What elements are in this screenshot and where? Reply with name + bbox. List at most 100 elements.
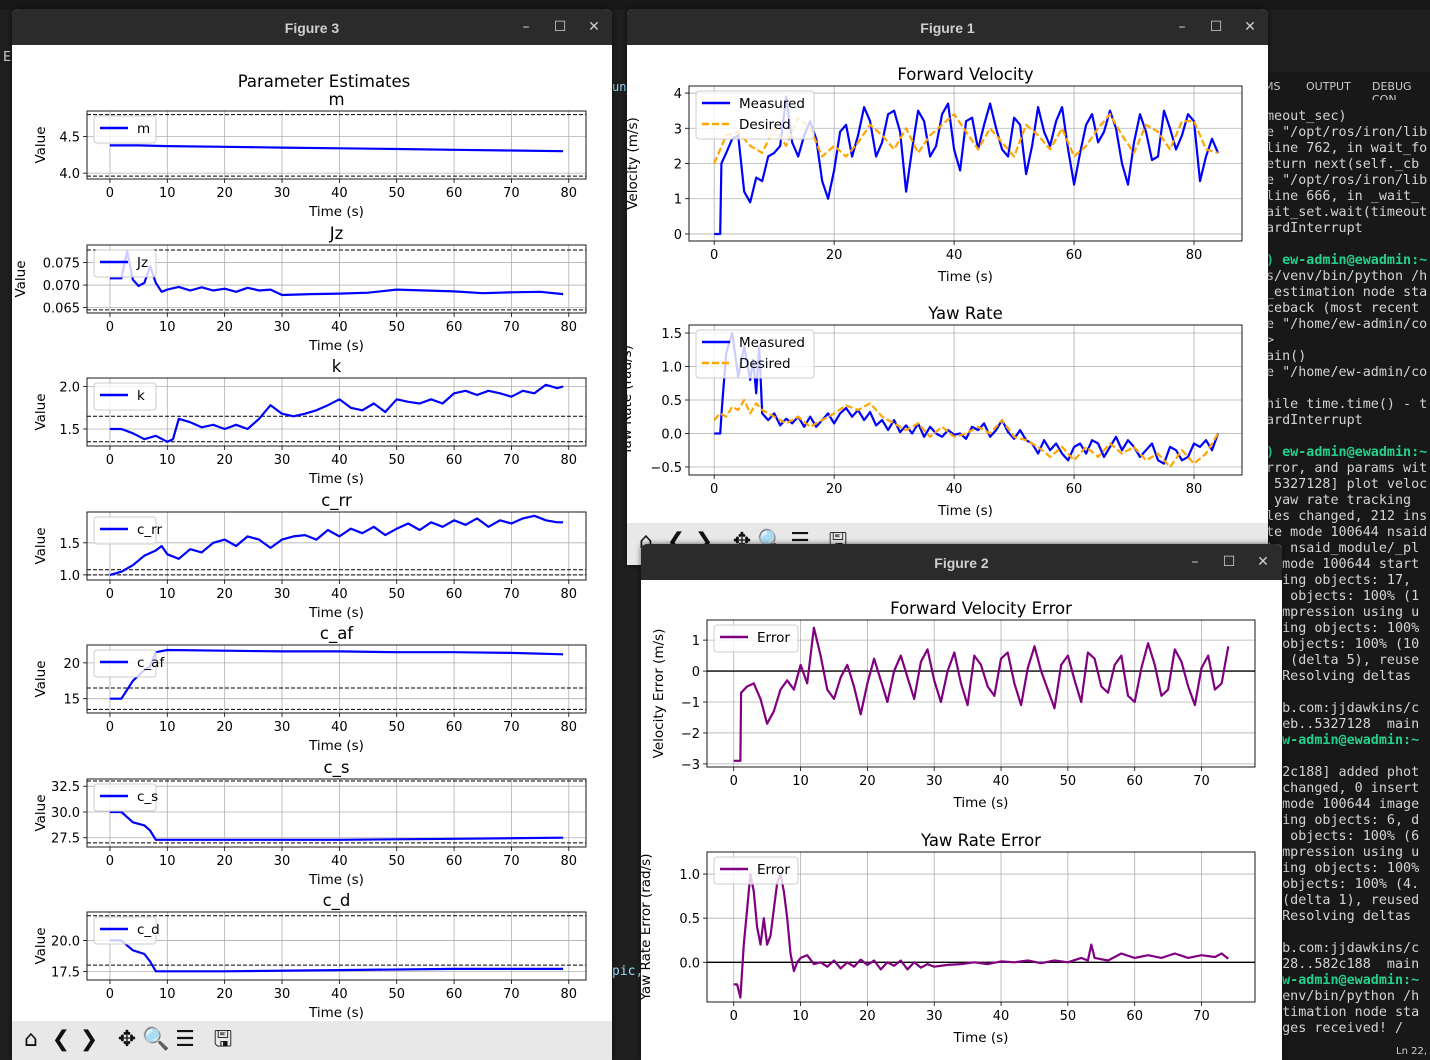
series-line — [109, 810, 564, 841]
legend: c_d — [93, 916, 160, 945]
panel-title: c_s — [324, 758, 350, 778]
y-axis-label: Value — [33, 393, 49, 430]
terminal-line: estimation node sta — [1266, 1005, 1420, 1020]
x-tick-label: 60 — [1126, 774, 1143, 789]
figure-1-titlebar[interactable]: Figure 1 – ☐ ✕ — [627, 9, 1268, 45]
x-tick-label: 0 — [710, 248, 718, 263]
panel-title: Jz — [329, 224, 344, 243]
x-tick-label: 40 — [331, 453, 348, 468]
x-tick-label: 60 — [1066, 482, 1083, 497]
close-button[interactable]: ✕ — [588, 19, 600, 35]
close-button[interactable]: ✕ — [1257, 554, 1269, 570]
x-tick-label: 60 — [446, 987, 463, 1002]
x-tick-label: 40 — [946, 248, 963, 263]
x-tick-label: 10 — [792, 1009, 809, 1024]
x-tick-label: 0 — [106, 987, 114, 1002]
minimize-button[interactable]: – — [1191, 554, 1199, 570]
x-tick-label: 80 — [561, 987, 578, 1002]
terminal-line: e "/opt/ros/iron/lib — [1266, 173, 1428, 188]
axes-frame — [706, 619, 1256, 768]
x-tick-label: 0 — [730, 1009, 738, 1024]
y-tick-label: 1.5 — [59, 537, 80, 552]
panel-tab-output[interactable]: OUTPUT — [1306, 80, 1351, 93]
back-icon[interactable]: ❮ — [51, 1027, 71, 1052]
chart-panel: 0 10 20 30 40 50 60 70 0.0 0.5 1.0 Yaw Rate Error Ti… — [641, 831, 1256, 1046]
y-tick-label: 0.0 — [679, 956, 700, 971]
x-tick-label: 10 — [159, 186, 176, 201]
y-axis-label: Velocity Error (m/s) — [651, 629, 667, 759]
y-axis-label: Value — [33, 527, 49, 564]
minimize-button[interactable]: – — [1178, 19, 1186, 35]
maximize-button[interactable]: ☐ — [553, 19, 567, 35]
vscode-activity-letter: E — [3, 50, 12, 65]
status-cursor-position[interactable]: Ln 22, — [1396, 1046, 1427, 1057]
y-axis-label: Value — [33, 126, 49, 163]
y-tick-label: 0.075 — [43, 257, 80, 272]
zoom-icon[interactable]: 🔍 — [142, 1027, 170, 1052]
figure-3-titlebar[interactable]: Figure 3 – ☐ ✕ — [12, 9, 612, 45]
legend-box — [93, 649, 157, 678]
terminal-line: _estimation node sta — [1266, 285, 1428, 300]
x-tick-label: 40 — [331, 854, 348, 869]
x-tick-label: 80 — [561, 720, 578, 735]
terminal-line: ew-admin@ewadmin:~ — [1266, 733, 1420, 748]
maximize-button[interactable]: ☐ — [1222, 554, 1236, 570]
terminal-line: compression using u — [1266, 605, 1420, 620]
configure-icon[interactable]: ☰ — [175, 1027, 195, 1052]
x-tick-label: 70 — [503, 720, 520, 735]
x-tick-label: 20 — [826, 248, 843, 263]
terminal-line: ) ew-admin@ewadmin:~ — [1266, 253, 1428, 268]
series-line — [109, 144, 564, 153]
x-tick-label: 20 — [216, 453, 233, 468]
chart-panel: 0 10 20 30 40 50 60 70 −3 −2 −1 0 1 Forward Velocity … — [651, 599, 1256, 811]
y-tick-label: 4 — [674, 87, 682, 102]
x-tick-label: 20 — [859, 774, 876, 789]
terminal-panel[interactable]: meout_sec) e "/opt/ros/iron/lib line 762, … — [1262, 100, 1430, 1045]
series-line — [109, 383, 564, 443]
pan-icon[interactable]: ✥ — [117, 1027, 137, 1052]
x-tick-label: 50 — [388, 186, 405, 201]
terminal-line: e "/opt/ros/iron/lib — [1266, 125, 1428, 140]
panel-tab-problems[interactable]: MS — [1264, 80, 1281, 93]
y-tick-label: 2.0 — [59, 381, 80, 396]
y-tick-label: 3 — [674, 122, 682, 137]
x-tick-label: 70 — [1193, 1009, 1210, 1024]
x-axis-label: Time (s) — [308, 204, 364, 220]
status-bar: Ln 22, — [1262, 1045, 1430, 1060]
minimize-button[interactable]: – — [522, 19, 530, 35]
axes-frame — [86, 511, 587, 581]
home-icon[interactable]: ⌂ — [24, 1027, 38, 1052]
x-axis-label: Time (s) — [308, 872, 364, 888]
terminal-line: meout_sec) — [1266, 109, 1347, 124]
chart-panel: 0 10 20 30 40 50 60 70 80 17.5 20.0 c_d Time (s) Valu… — [33, 891, 587, 1021]
terminal-line: ng objects: 100% (1 — [1266, 589, 1420, 604]
x-tick-label: 80 — [561, 320, 578, 335]
panel-tabs: MS OUTPUT DEBUG CON — [1262, 72, 1430, 106]
x-tick-label: 20 — [859, 1009, 876, 1024]
x-tick-label: 60 — [446, 854, 463, 869]
terminal-line: eturn next(self._cb — [1266, 157, 1420, 172]
terminal-line: e mode 100644 image — [1266, 797, 1420, 812]
figure-3-toolbar: ⌂ ❮ ❯ ✥ 🔍 ☰ 🖫 — [12, 1021, 612, 1060]
velocity-tracking-figure: 0 20 40 60 80 0 1 2 3 4 Forward Velocity Time (s) Ve… — [627, 65, 1243, 519]
maximize-button[interactable]: ☐ — [1209, 19, 1223, 35]
y-tick-label: 0.5 — [679, 912, 700, 927]
chart-panel: 0 10 20 30 40 50 60 70 80 27.5 30.0 32.5 c_s Time (s)… — [33, 758, 587, 888]
x-tick-label: 10 — [792, 774, 809, 789]
x-tick-label: 30 — [274, 587, 291, 602]
forward-icon[interactable]: ❯ — [79, 1027, 99, 1052]
x-tick-label: 70 — [503, 854, 520, 869]
x-tick-label: 70 — [503, 186, 520, 201]
figure-2-titlebar[interactable]: Figure 2 – ☐ ✕ — [641, 544, 1282, 580]
save-icon[interactable]: 🖫 — [213, 1027, 233, 1052]
y-tick-label: 15 — [63, 693, 80, 708]
y-axis-label: Yaw Rate (rad/s) — [627, 345, 635, 456]
panel-title: Yaw Rate — [927, 304, 1003, 323]
x-tick-label: 60 — [446, 720, 463, 735]
terminal-line: ait_set.wait(timeout — [1266, 205, 1428, 220]
terminal-line: ssing objects: 100% — [1266, 861, 1420, 876]
close-button[interactable]: ✕ — [1244, 19, 1256, 35]
x-tick-label: 30 — [274, 186, 291, 201]
legend-label: m — [137, 121, 150, 137]
x-tick-label: 0 — [106, 453, 114, 468]
